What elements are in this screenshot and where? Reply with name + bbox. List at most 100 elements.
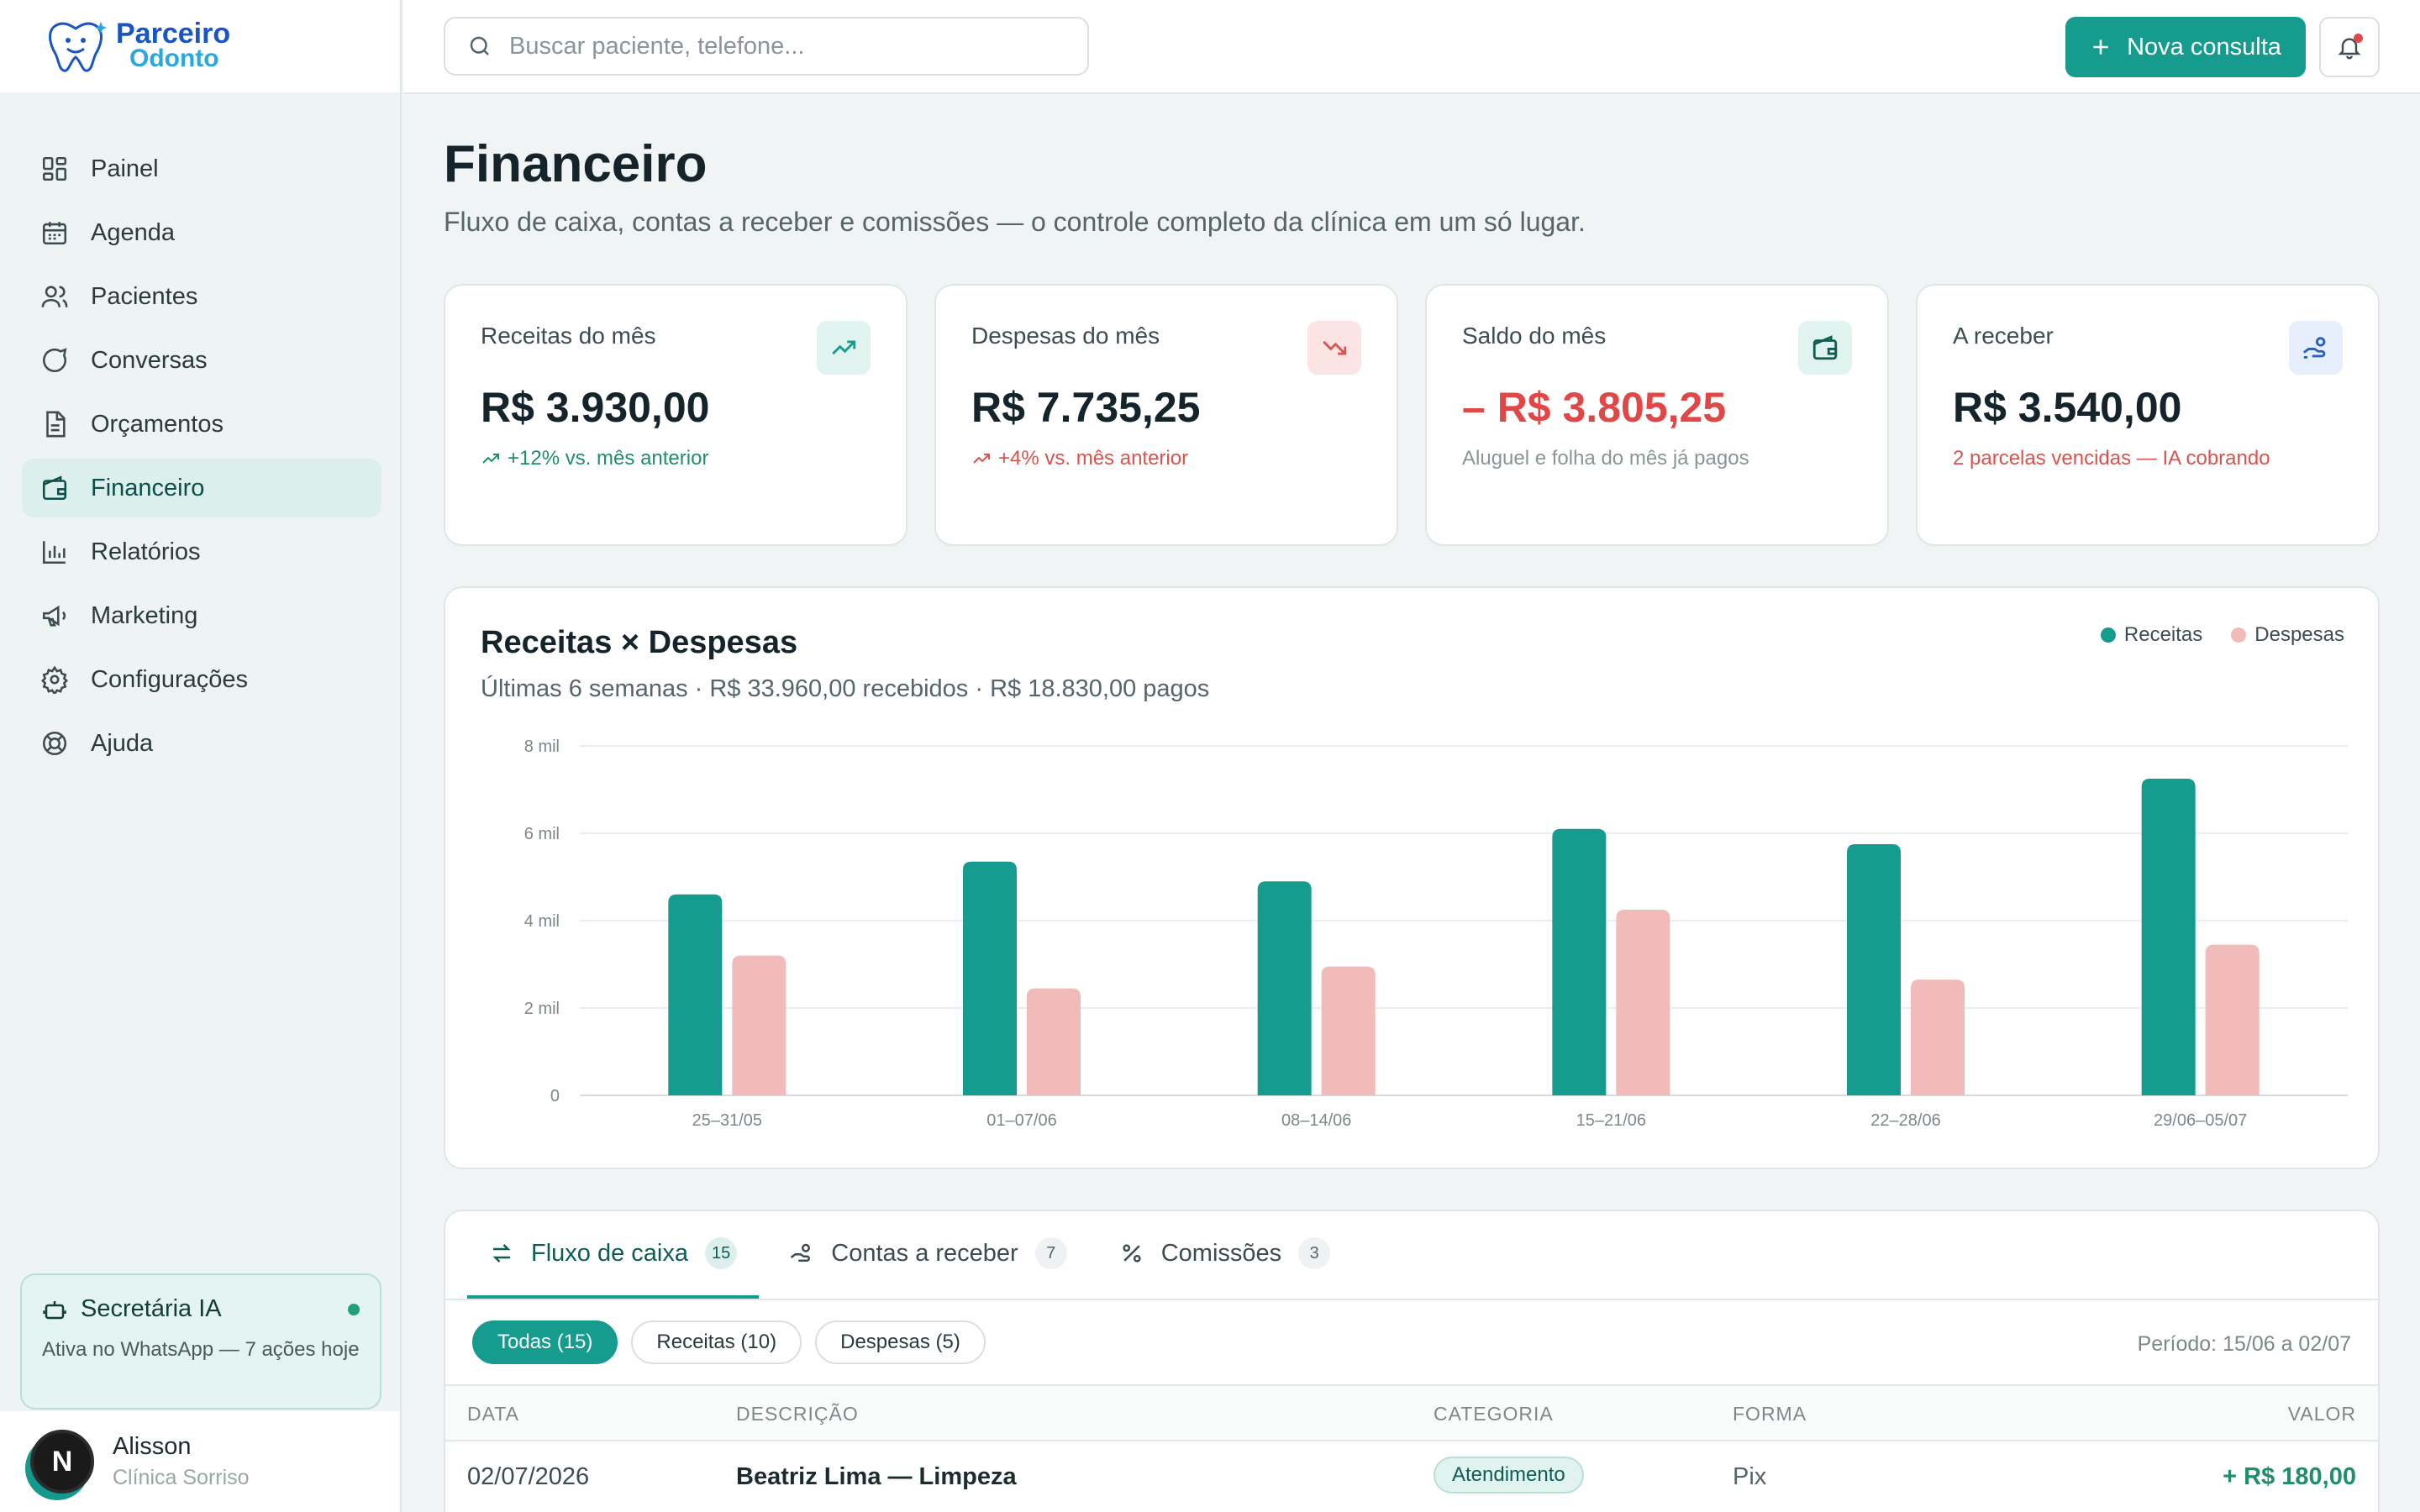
table-row[interactable]: 02/07/2026 Beatriz Lima — Limpeza Atendi… [445, 1441, 2378, 1512]
calendar-icon [42, 222, 67, 245]
sidebar-item-financeiro[interactable]: Financeiro [22, 459, 381, 517]
megaphone-icon [42, 605, 66, 627]
x-tick-label: 15–21/06 [1576, 1111, 1646, 1130]
filter-todas[interactable]: Todas (15) [472, 1320, 618, 1364]
sidebar-item-relatorios[interactable]: Relatórios [22, 522, 381, 581]
sidebar-item-ajuda[interactable]: Ajuda [22, 714, 381, 773]
search-icon [470, 36, 489, 55]
x-tick-label: 25–31/05 [692, 1111, 762, 1130]
bar-despesas [732, 955, 786, 1095]
bar-despesas [1911, 979, 1965, 1095]
gear-icon [41, 665, 68, 694]
bar-despesas [1616, 910, 1670, 1095]
tab-label: Fluxo de caixa [531, 1239, 688, 1267]
kpi-label: Despesas do mês [971, 323, 1160, 349]
sidebar-nav: Painel Agenda Pacientes Conversas Orçame… [22, 139, 381, 778]
kpi-card-receitas: Receitas do mês R$ 3.930,00 +12% vs. mês… [444, 284, 908, 546]
table-header: DATA DESCRIÇÃO CATEGORIA FORMA VALOR [445, 1384, 2378, 1441]
trending-up-icon [832, 340, 856, 355]
brand-line2: Odonto [129, 45, 219, 72]
kpi-card-despesas: Despesas do mês R$ 7.735,25 +4% vs. mês … [934, 284, 1398, 546]
kpi-value: R$ 7.735,25 [971, 384, 1201, 431]
column-header-valor[interactable]: VALOR [2287, 1403, 2356, 1425]
notifications-button[interactable] [2319, 17, 2380, 77]
tab-count: 15 [705, 1237, 738, 1269]
kpi-value: R$ 3.930,00 [481, 384, 710, 431]
plus-icon [2093, 39, 2108, 55]
kpi-value: – R$ 3.805,25 [1462, 384, 1727, 431]
x-tick-label: 08–14/06 [1281, 1111, 1351, 1130]
sidebar-item-painel[interactable]: Painel [22, 139, 381, 198]
bar-receitas [1847, 844, 1901, 1095]
bar-receitas [963, 861, 1017, 1095]
lifebuoy-icon [42, 731, 67, 756]
grid-icon [42, 156, 67, 181]
tab-label: Contas a receber [831, 1239, 1018, 1267]
transactions-card: Fluxo de caixa 15 Contas a receber 7 Com… [444, 1210, 2380, 1512]
sidebar-item-label: Orçamentos [91, 410, 224, 438]
tab-comissoes[interactable]: Comissões 3 [1097, 1211, 1352, 1299]
search-box[interactable] [444, 17, 1089, 76]
sidebar-item-orcamentos[interactable]: Orçamentos [22, 395, 381, 454]
kpi-card-saldo: Saldo do mês – R$ 3.805,25 Aluguel e fol… [1425, 284, 1889, 546]
column-header-forma[interactable]: FORMA [1733, 1403, 1807, 1425]
revenue-expense-chart-card: Receitas × Despesas Últimas 6 semanas · … [444, 586, 2380, 1169]
column-header-data[interactable]: DATA [467, 1403, 519, 1425]
legend-item-receitas: Receitas [2100, 623, 2202, 647]
tab-fluxo-de-caixa[interactable]: Fluxo de caixa 15 [467, 1211, 760, 1299]
bar-receitas [1552, 828, 1607, 1095]
kpi-note: 2 parcelas vencidas — IA cobrando [1953, 447, 2270, 470]
column-header-categoria[interactable]: CATEGORIA [1434, 1403, 1554, 1425]
kpi-card-a-receber: A receber R$ 3.540,00 2 parcelas vencida… [1916, 284, 2380, 546]
y-tick-label: 8 mil [524, 738, 560, 756]
user-profile[interactable]: N Alisson Clínica Sorriso [0, 1411, 400, 1512]
sidebar-item-label: Agenda [91, 218, 175, 246]
filter-chips: Todas (15) Receitas (10) Despesas (5) [472, 1320, 986, 1364]
sidebar-item-configuracoes[interactable]: Configurações [22, 650, 381, 709]
filter-despesas[interactable]: Despesas (5) [815, 1320, 986, 1364]
search-input[interactable] [509, 32, 1047, 60]
cell-date: 02/07/2026 [467, 1463, 590, 1490]
column-header-descricao[interactable]: DESCRIÇÃO [736, 1403, 859, 1425]
kpi-note: Aluguel e folha do mês já pagos [1462, 447, 1749, 470]
bar-receitas [668, 894, 723, 1095]
sidebar-item-label: Configurações [91, 665, 248, 693]
kpi-value: R$ 3.540,00 [1953, 384, 2182, 431]
sidebar-item-agenda[interactable]: Agenda [22, 203, 381, 262]
chart-subtitle: Últimas 6 semanas · R$ 33.960,00 recebid… [481, 675, 1210, 702]
tab-contas-a-receber[interactable]: Contas a receber 7 [767, 1211, 1088, 1299]
filter-receitas[interactable]: Receitas (10) [631, 1320, 802, 1364]
new-appointment-button[interactable]: Nova consulta [2065, 17, 2306, 77]
legend-item-despesas: Despesas [2231, 623, 2344, 647]
sidebar-item-conversas[interactable]: Conversas [22, 331, 381, 390]
ia-card-title: Secretária IA [81, 1295, 222, 1322]
sidebar-item-marketing[interactable]: Marketing [22, 586, 381, 645]
bar-receitas [1257, 881, 1312, 1095]
wallet-icon [42, 475, 67, 501]
brand-logo[interactable]: Parceiro Odonto [0, 0, 400, 92]
tab-count: 7 [1034, 1237, 1067, 1269]
ia-card-status: Ativa no WhatsApp — 7 ações hoje [42, 1338, 360, 1361]
online-status-dot [348, 1303, 360, 1315]
chat-icon [43, 348, 67, 372]
category-badge: Atendimento [1434, 1457, 1584, 1494]
trending-down-icon [1323, 340, 1347, 355]
cell-description: Beatriz Lima — Limpeza [736, 1463, 1017, 1490]
arrows-swap-icon [492, 1244, 511, 1263]
avatar: N [30, 1430, 94, 1494]
sidebar-item-label: Painel [91, 155, 159, 182]
period-label: Período: 15/06 a 02/07 [2137, 1332, 2351, 1356]
topbar: Nova consulta [403, 0, 2420, 94]
bell-icon [2338, 38, 2361, 60]
chart-legend: Receitas Despesas [2100, 623, 2344, 647]
ia-assistant-card[interactable]: Secretária IA Ativa no WhatsApp — 7 açõe… [20, 1273, 381, 1410]
sidebar-item-label: Marketing [91, 601, 198, 629]
tooth-logo-icon [49, 22, 107, 72]
wallet-icon [1812, 335, 1838, 360]
kpi-label: A receber [1953, 323, 2054, 349]
sidebar-item-pacientes[interactable]: Pacientes [22, 267, 381, 326]
sidebar-item-label: Pacientes [91, 282, 198, 310]
chart-title: Receitas × Despesas [481, 625, 798, 660]
bar-despesas [2205, 944, 2260, 1095]
bar-chart: 0 2 mil 4 mil 6 mil 8 mil 25–31/05 01–07/06 08–… [524, 738, 2348, 1130]
